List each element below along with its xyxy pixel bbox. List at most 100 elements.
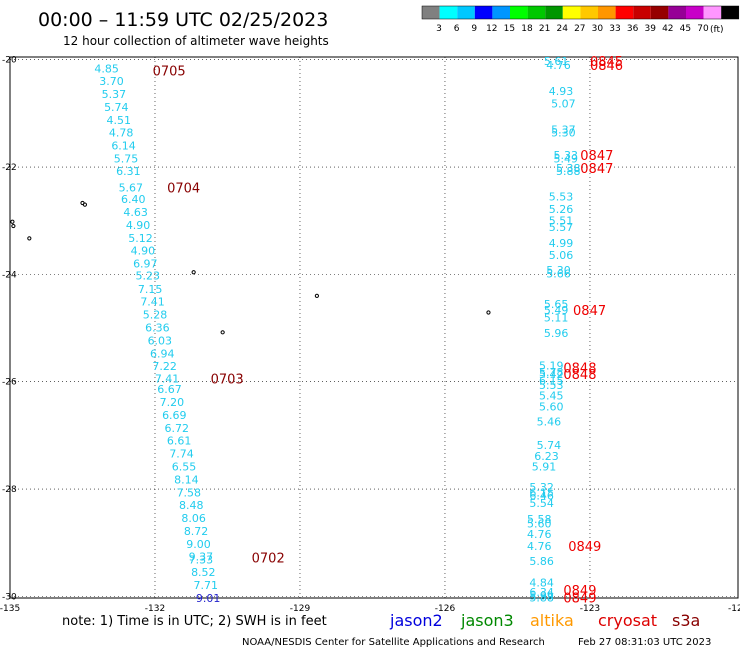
- wave-height-label: 5.86: [529, 555, 554, 568]
- scale-label: 24: [556, 24, 568, 34]
- wave-height-label: 6.61: [167, 435, 192, 448]
- grid: [10, 57, 738, 598]
- wave-height-label: 4.76: [527, 528, 552, 541]
- wave-height-label: 4.99: [549, 237, 574, 250]
- y-tick-label: -22: [2, 163, 17, 173]
- wave-height-label: 5.58: [527, 513, 552, 526]
- wave-height-label: 5.11: [544, 311, 569, 324]
- wave-height-label: 5.45: [539, 390, 564, 403]
- wave-height-label: 4.90: [131, 245, 156, 258]
- legend-altika: altika: [530, 611, 574, 630]
- wave-height-label: 8.72: [184, 525, 209, 538]
- wave-height-label: 7.20: [160, 396, 185, 409]
- time-label: 0849: [563, 591, 596, 606]
- scale-swatch: [615, 6, 634, 19]
- time-label: 0848: [563, 362, 596, 377]
- scale-label: 39: [644, 24, 656, 34]
- wave-height-label: 5.38: [556, 162, 581, 175]
- wave-height-label: 8.48: [179, 499, 204, 512]
- wave-height-label: 6.40: [121, 193, 146, 206]
- wave-height-label: 6.34: [529, 586, 554, 599]
- plot-frame: [9, 56, 739, 599]
- credit: NOAA/NESDIS Center for Satellite Applica…: [242, 637, 545, 648]
- time-label: 0846: [590, 59, 623, 74]
- x-tick-label: -135: [0, 604, 20, 614]
- wave-height-label: 5.37: [102, 88, 127, 101]
- wave-height-label: 5.51: [549, 215, 574, 228]
- wave-height-label: 7.41: [140, 296, 165, 309]
- wave-height-label: 5.53: [539, 379, 564, 392]
- x-tick-label: -126: [435, 604, 456, 614]
- scale-label: 70: [697, 24, 709, 34]
- wave-height-label: 5.60: [539, 400, 564, 413]
- wave-height-label: 6.15: [529, 486, 554, 499]
- scale-label: 27: [574, 24, 585, 34]
- wave-height-label: 5.42: [539, 368, 564, 381]
- island-marker: [11, 223, 16, 229]
- wave-height-label: 5.07: [551, 98, 576, 111]
- data-points: 4.853.705.375.744.514.786.145.756.315.67…: [94, 55, 580, 605]
- scale-label: 15: [504, 24, 515, 34]
- wave-height-label: 7.22: [152, 360, 177, 373]
- scale-swatch: [668, 6, 686, 19]
- wave-height-label: 5.23: [135, 269, 160, 282]
- wave-height-label: 6.67: [157, 383, 182, 396]
- wave-height-label: 5.32: [529, 481, 554, 494]
- island-marker: [82, 202, 88, 207]
- scale-swatch: [492, 6, 510, 19]
- wave-height-label: 5.28: [143, 309, 168, 322]
- scale-swatch: [474, 6, 493, 19]
- scale-border: [421, 5, 740, 20]
- island-marker: [27, 236, 32, 241]
- wave-height-label: 5.78: [539, 366, 564, 379]
- wave-height-label: 5.30: [546, 264, 571, 277]
- wave-height-label: 9.00: [186, 538, 211, 551]
- wave-height-label: 5.61: [544, 55, 569, 68]
- wave-height-label: 8.06: [181, 512, 206, 525]
- wave-height-label: 5.65: [544, 298, 569, 311]
- wave-height-label: 5.46: [537, 415, 562, 428]
- wave-height-label: 3.70: [99, 75, 124, 88]
- wave-height-label: 5.49: [554, 152, 579, 165]
- wave-height-label: 5.30: [551, 127, 576, 140]
- island-marker: [10, 219, 15, 224]
- scale-swatch: [580, 6, 598, 19]
- scale-swatch: [510, 6, 528, 19]
- wave-height-label: 4.84: [529, 576, 554, 589]
- scale-label: 12: [486, 24, 497, 34]
- scale-swatch: [562, 6, 581, 19]
- scale-label: 18: [521, 24, 533, 34]
- wave-height-label: 4.78: [109, 127, 134, 140]
- wave-height-label: 9.37: [189, 551, 214, 564]
- y-tick-label: -24: [2, 270, 17, 280]
- x-tick-label: -123: [580, 604, 600, 614]
- scale-swatch: [422, 6, 440, 19]
- wave-height-label: 5.57: [549, 221, 574, 234]
- wave-height-label: 5.37: [551, 123, 576, 136]
- wave-height-label: 5.54: [529, 497, 554, 510]
- scale-label: 45: [680, 24, 691, 34]
- wave-height-label: 7.41: [155, 372, 180, 385]
- wave-height-label: 7.58: [177, 486, 202, 499]
- scale-swatch: [439, 6, 458, 19]
- wave-height-label: 7.74: [169, 448, 194, 461]
- island-marker: [486, 310, 491, 315]
- wave-height-label: 6.69: [162, 409, 187, 422]
- scale-label: 33: [609, 24, 620, 34]
- wave-height-label: 4.85: [94, 62, 119, 75]
- island-marker: [191, 270, 196, 275]
- scale-swatch: [457, 6, 475, 19]
- wave-height-label: 5.96: [544, 327, 569, 340]
- chart-title: 00:00 – 11:59 UTC 02/25/2023: [38, 9, 328, 31]
- scale-label: 9: [471, 24, 477, 34]
- scale-swatch: [650, 6, 669, 19]
- time-label: 0847: [580, 162, 613, 177]
- wave-height-label: 5.88: [556, 165, 581, 178]
- chart-subtitle: 12 hour collection of altimeter wave hei…: [63, 34, 329, 48]
- wave-height-label: 5.66: [546, 267, 571, 280]
- wave-height-label: 5.19: [539, 360, 564, 373]
- time-label: 0845: [590, 55, 623, 70]
- y-tick-label: -26: [2, 378, 17, 388]
- time-label: 0849: [568, 540, 601, 555]
